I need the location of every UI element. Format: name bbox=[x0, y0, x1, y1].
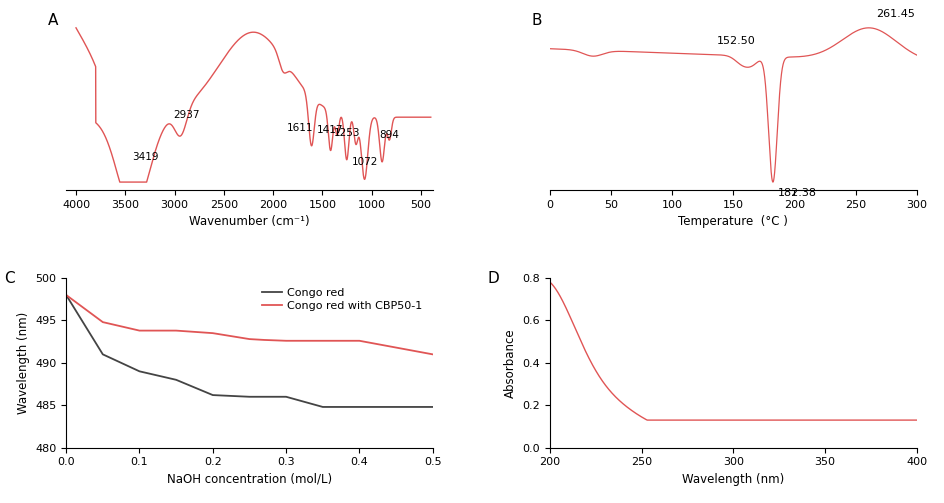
Congo red with CBP50-1 bbox=[170, 327, 181, 333]
Congo red bbox=[134, 368, 145, 374]
Congo red with CBP50-1 bbox=[353, 338, 364, 344]
Congo red bbox=[317, 404, 329, 410]
Text: 2937: 2937 bbox=[173, 110, 199, 120]
Congo red with CBP50-1 bbox=[390, 345, 401, 351]
Congo red with CBP50-1 bbox=[427, 351, 438, 357]
Line: Congo red: Congo red bbox=[66, 295, 432, 407]
X-axis label: NaOH concentration (mol/L): NaOH concentration (mol/L) bbox=[167, 473, 331, 486]
Y-axis label: Absorbance: Absorbance bbox=[503, 328, 516, 398]
Congo red bbox=[97, 351, 109, 357]
Congo red bbox=[258, 394, 269, 400]
Text: A: A bbox=[48, 14, 59, 28]
Text: 1253: 1253 bbox=[333, 128, 360, 138]
X-axis label: Wavelength (nm): Wavelength (nm) bbox=[682, 473, 784, 486]
Congo red bbox=[390, 404, 401, 410]
Text: 182.38: 182.38 bbox=[777, 188, 816, 198]
Congo red with CBP50-1 bbox=[207, 330, 218, 336]
Text: 261.45: 261.45 bbox=[875, 9, 914, 19]
Line: Congo red with CBP50-1: Congo red with CBP50-1 bbox=[66, 295, 432, 354]
X-axis label: Wavenumber (cm⁻¹): Wavenumber (cm⁻¹) bbox=[189, 215, 310, 228]
Text: 894: 894 bbox=[379, 130, 398, 140]
Congo red with CBP50-1 bbox=[244, 336, 255, 342]
Text: 3419: 3419 bbox=[132, 152, 159, 162]
Congo red bbox=[244, 394, 255, 400]
Congo red bbox=[353, 404, 364, 410]
Text: 1417: 1417 bbox=[317, 125, 344, 135]
Congo red bbox=[207, 392, 218, 398]
Congo red bbox=[427, 404, 438, 410]
Congo red bbox=[60, 292, 72, 298]
Congo red with CBP50-1 bbox=[280, 338, 292, 344]
Text: 1611: 1611 bbox=[287, 123, 313, 133]
Congo red with CBP50-1 bbox=[258, 337, 269, 343]
Legend: Congo red, Congo red with CBP50-1: Congo red, Congo red with CBP50-1 bbox=[257, 284, 427, 315]
X-axis label: Temperature  (°C ): Temperature (°C ) bbox=[678, 215, 787, 228]
Congo red bbox=[280, 394, 292, 400]
Congo red with CBP50-1 bbox=[60, 292, 72, 298]
Congo red with CBP50-1 bbox=[97, 319, 109, 325]
Text: B: B bbox=[531, 14, 542, 28]
Congo red with CBP50-1 bbox=[317, 338, 329, 344]
Text: 152.50: 152.50 bbox=[716, 36, 755, 46]
Congo red bbox=[170, 377, 181, 383]
Congo red with CBP50-1 bbox=[134, 327, 145, 333]
Text: D: D bbox=[487, 271, 499, 286]
Text: C: C bbox=[4, 271, 14, 286]
Y-axis label: Wavelength (nm): Wavelength (nm) bbox=[17, 312, 29, 414]
Text: 1072: 1072 bbox=[351, 157, 378, 167]
